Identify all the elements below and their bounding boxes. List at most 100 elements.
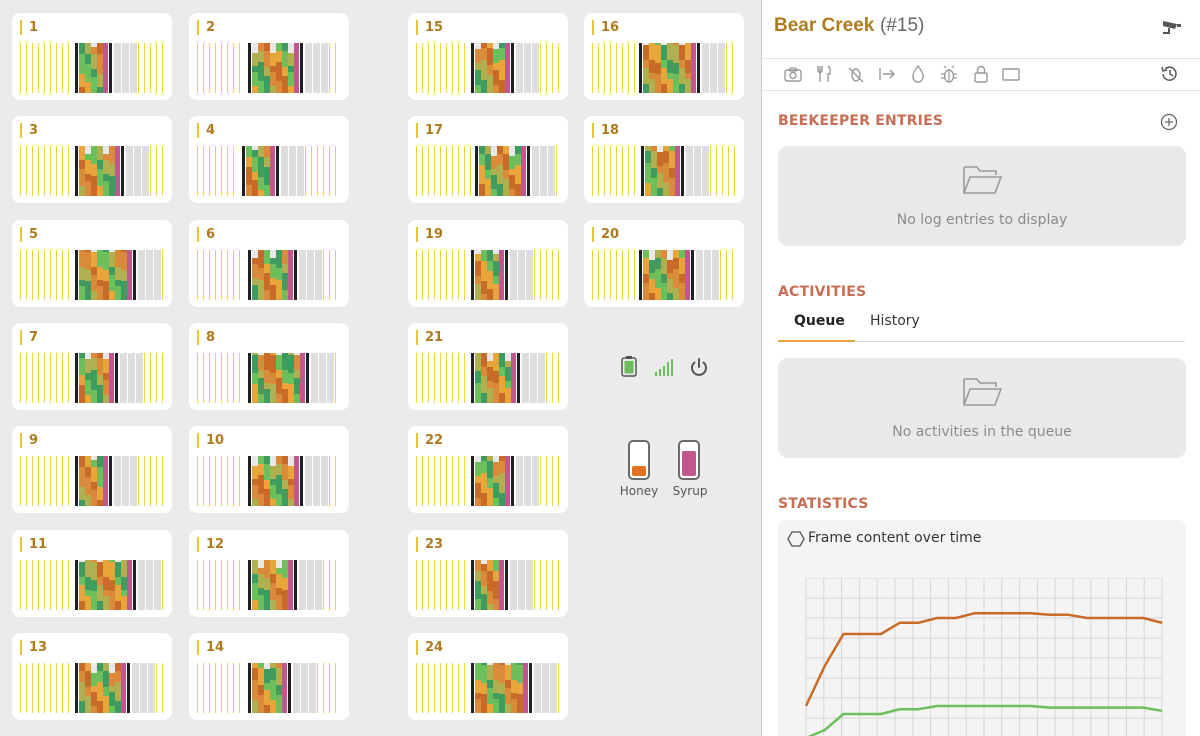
blank-frame[interactable]	[321, 456, 328, 506]
tab-history[interactable]: History	[870, 313, 920, 329]
feeder-frame[interactable]	[127, 560, 132, 610]
empty-frame[interactable]	[556, 146, 557, 196]
empty-frame[interactable]	[203, 353, 204, 403]
blank-frame[interactable]	[122, 456, 129, 506]
empty-frame[interactable]	[215, 456, 216, 506]
empty-frame[interactable]	[233, 663, 234, 713]
empty-frame[interactable]	[203, 663, 204, 713]
partition[interactable]	[475, 146, 478, 196]
blank-frame[interactable]	[516, 43, 523, 93]
empty-frame[interactable]	[305, 146, 306, 196]
empty-frame[interactable]	[62, 250, 63, 300]
partition[interactable]	[517, 353, 520, 403]
empty-frame[interactable]	[317, 146, 318, 196]
feeder-frame[interactable]	[294, 43, 299, 93]
comb-frame[interactable]	[79, 456, 86, 506]
power-icon[interactable]	[689, 357, 709, 377]
empty-frame[interactable]	[162, 146, 163, 196]
comb-frame[interactable]	[661, 43, 668, 93]
blank-frame[interactable]	[138, 560, 145, 610]
comb-frame[interactable]	[85, 43, 92, 93]
empty-frame[interactable]	[162, 43, 163, 93]
blank-frame[interactable]	[548, 146, 555, 196]
empty-frame[interactable]	[558, 353, 559, 403]
empty-frame[interactable]	[604, 146, 605, 196]
empty-frame[interactable]	[233, 560, 234, 610]
feeder-frame[interactable]	[505, 43, 510, 93]
empty-frame[interactable]	[710, 146, 711, 196]
comb-frame[interactable]	[79, 43, 86, 93]
comb-frame[interactable]	[493, 353, 500, 403]
blank-frame[interactable]	[524, 456, 531, 506]
empty-frame[interactable]	[716, 146, 717, 196]
empty-frame[interactable]	[416, 560, 417, 610]
empty-frame[interactable]	[422, 43, 423, 93]
empty-frame[interactable]	[428, 250, 429, 300]
empty-frame[interactable]	[558, 663, 559, 713]
empty-frame[interactable]	[50, 353, 51, 403]
blank-frame[interactable]	[530, 353, 537, 403]
empty-frame[interactable]	[720, 250, 721, 300]
partition[interactable]	[511, 456, 514, 506]
empty-frame[interactable]	[604, 43, 605, 93]
empty-frame[interactable]	[598, 146, 599, 196]
comb-frame[interactable]	[121, 250, 128, 300]
hive-card[interactable]: 14	[189, 633, 349, 720]
comb-frame[interactable]	[252, 146, 259, 196]
comb-frame[interactable]	[667, 43, 674, 93]
empty-frame[interactable]	[440, 456, 441, 506]
blank-frame[interactable]	[114, 43, 121, 93]
empty-frame[interactable]	[20, 146, 21, 196]
hive-card[interactable]: 2	[189, 13, 349, 100]
empty-frame[interactable]	[203, 456, 204, 506]
partition[interactable]	[75, 663, 78, 713]
empty-frame[interactable]	[162, 250, 163, 300]
blank-frame[interactable]	[327, 353, 334, 403]
blank-frame[interactable]	[315, 560, 322, 610]
empty-frame[interactable]	[209, 353, 210, 403]
empty-frame[interactable]	[50, 43, 51, 93]
empty-frame[interactable]	[734, 146, 735, 196]
empty-frame[interactable]	[209, 43, 210, 93]
empty-frame[interactable]	[422, 456, 423, 506]
empty-frame[interactable]	[144, 456, 145, 506]
partition[interactable]	[294, 560, 297, 610]
hive-card[interactable]: 12	[189, 530, 349, 617]
comb-frame[interactable]	[91, 663, 98, 713]
empty-frame[interactable]	[458, 353, 459, 403]
comb-frame[interactable]	[252, 560, 259, 610]
empty-frame[interactable]	[329, 146, 330, 196]
comb-frame[interactable]	[475, 353, 482, 403]
comb-frame[interactable]	[270, 43, 277, 93]
empty-frame[interactable]	[552, 456, 553, 506]
comb-frame[interactable]	[481, 353, 488, 403]
partition[interactable]	[505, 560, 508, 610]
empty-frame[interactable]	[335, 560, 336, 610]
blank-frame[interactable]	[154, 250, 161, 300]
drop-icon[interactable]	[909, 64, 927, 84]
empty-frame[interactable]	[434, 663, 435, 713]
empty-frame[interactable]	[458, 663, 459, 713]
comb-frame[interactable]	[270, 353, 277, 403]
empty-frame[interactable]	[416, 353, 417, 403]
empty-frame[interactable]	[221, 663, 222, 713]
empty-frame[interactable]	[144, 43, 145, 93]
empty-frame[interactable]	[20, 456, 21, 506]
comb-frame[interactable]	[109, 663, 116, 713]
empty-frame[interactable]	[622, 146, 623, 196]
empty-frame[interactable]	[156, 663, 157, 713]
comb-frame[interactable]	[294, 353, 301, 403]
empty-frame[interactable]	[32, 663, 33, 713]
partition[interactable]	[691, 250, 694, 300]
empty-frame[interactable]	[434, 250, 435, 300]
empty-frame[interactable]	[329, 43, 330, 93]
partition[interactable]	[529, 663, 532, 713]
lock-icon[interactable]	[972, 64, 990, 84]
blank-frame[interactable]	[694, 146, 701, 196]
empty-frame[interactable]	[197, 456, 198, 506]
empty-frame[interactable]	[38, 663, 39, 713]
partition[interactable]	[248, 560, 251, 610]
blank-frame[interactable]	[146, 560, 153, 610]
partition[interactable]	[300, 43, 303, 93]
comb-frame[interactable]	[481, 560, 488, 610]
